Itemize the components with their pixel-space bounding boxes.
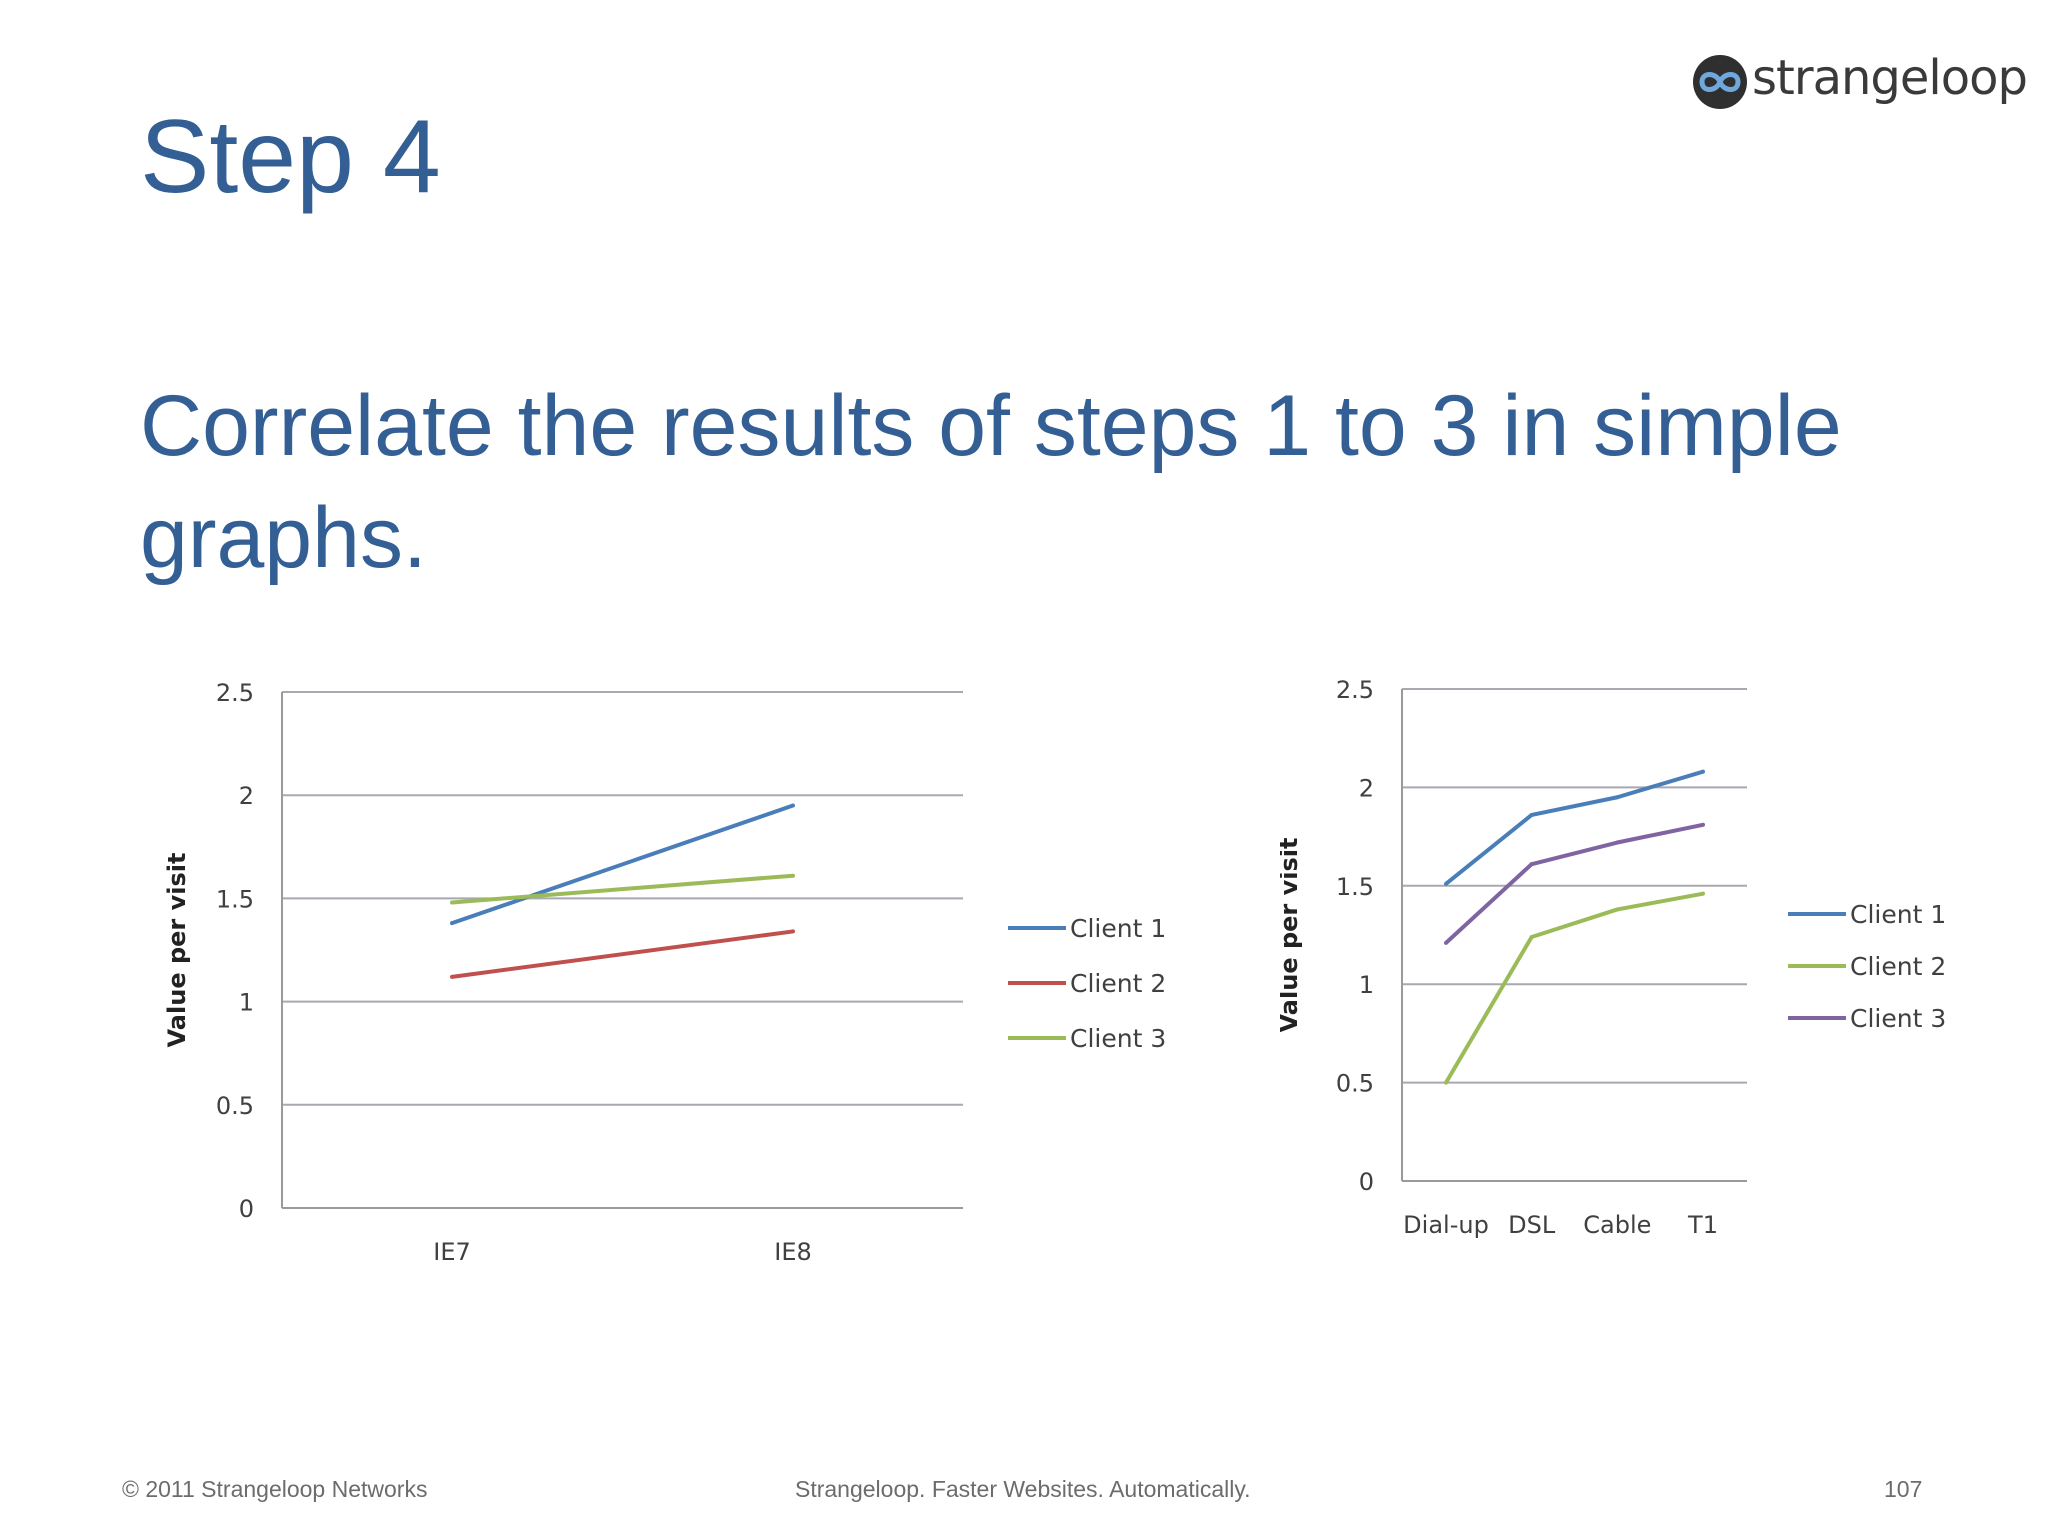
series-line-client-3: [1444, 822, 1704, 945]
data-point: [1615, 795, 1620, 800]
y-tick-label: 0.5: [1336, 1070, 1374, 1098]
data-point: [450, 974, 454, 979]
data-point: [1529, 862, 1534, 867]
footer-page-number: 107: [1884, 1476, 1923, 1502]
legend-label: Client 2: [1850, 952, 1946, 981]
y-tick-label: 1.5: [1336, 873, 1374, 901]
legend-label: Client 1: [1070, 914, 1166, 943]
strangeloop-logo: strangeloop: [1692, 48, 2028, 118]
legend-label: Client 3: [1850, 1004, 1946, 1033]
series-line-client-2: [1444, 891, 1704, 1084]
chart-connection-value: 0 0.5 1 1.5 2 2.5 Value per visit Dial-up DSL Cab…: [1280, 676, 1946, 1239]
x-tick-label: IE8: [774, 1238, 812, 1266]
y-axis-label: Value per visit: [1280, 838, 1303, 1033]
data-point: [1701, 891, 1705, 896]
slide-subtitle: Correlate the results of steps 1 to 3 in…: [140, 378, 1842, 586]
y-tick-label: 1.5: [216, 885, 254, 913]
series-line-client-1: [1444, 769, 1704, 886]
data-point: [791, 873, 795, 878]
y-tick-label: 2.5: [216, 679, 254, 707]
y-tick-label: 2: [239, 782, 254, 810]
y-tick-label: 1: [239, 989, 254, 1017]
data-point: [1615, 907, 1620, 912]
logo-text: strangeloop: [1752, 50, 2028, 106]
data-point: [1444, 1080, 1448, 1085]
y-tick-label: 2.5: [1336, 676, 1374, 704]
data-point: [1444, 940, 1448, 945]
infinity-loop-icon: [1693, 55, 1747, 109]
x-tick-label: DSL: [1508, 1211, 1556, 1239]
legend-label: Client 2: [1070, 969, 1166, 998]
data-point: [1444, 881, 1448, 886]
data-point: [1701, 769, 1705, 774]
series-line-client-3: [451, 873, 794, 905]
series-line-client-2: [451, 929, 794, 979]
legend-label: Client 1: [1850, 900, 1946, 929]
y-tick-label: 1: [1359, 971, 1374, 999]
legend-label: Client 3: [1070, 1024, 1166, 1053]
data-point: [450, 900, 454, 905]
footer-tagline: Strangeloop. Faster Websites. Automatica…: [795, 1476, 1251, 1502]
data-point: [791, 929, 795, 934]
x-tick-label: T1: [1687, 1211, 1718, 1239]
data-point: [791, 803, 795, 808]
slide-title: Step 4: [140, 99, 441, 215]
y-tick-label: 0: [239, 1195, 254, 1223]
data-point: [1529, 934, 1534, 939]
x-tick-label: IE7: [433, 1238, 471, 1266]
data-point: [1615, 840, 1620, 845]
series-line-client-1: [451, 803, 794, 926]
y-tick-label: 0: [1359, 1168, 1374, 1196]
footer-copyright: © 2011 Strangeloop Networks: [122, 1476, 428, 1502]
x-tick-label: Cable: [1583, 1211, 1651, 1239]
x-tick-label: Dial-up: [1403, 1211, 1489, 1239]
data-point: [1701, 822, 1705, 827]
chart-browser-value: 0 0.5 1 1.5 2 2.5 Value per visit IE7 IE8 Client …: [163, 679, 1166, 1266]
data-point: [1529, 812, 1534, 817]
data-point: [450, 921, 454, 926]
y-axis-label: Value per visit: [163, 853, 191, 1048]
y-tick-label: 2: [1359, 774, 1374, 802]
y-tick-label: 0.5: [216, 1092, 254, 1120]
